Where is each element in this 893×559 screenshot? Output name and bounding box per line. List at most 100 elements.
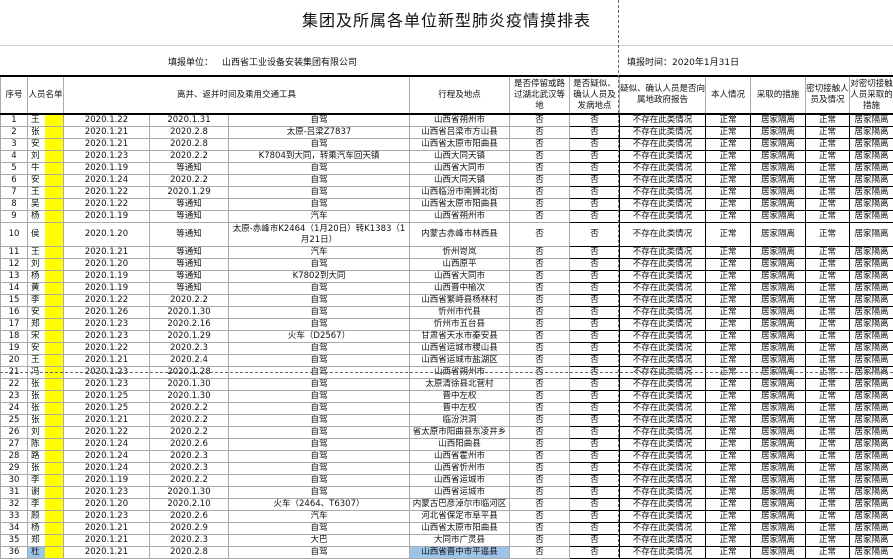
cell-location[interactable]: 临汾洪洞 <box>410 415 510 427</box>
cell-measure[interactable]: 居家隔离 <box>751 187 806 199</box>
cell-location[interactable]: 山西省霍州市 <box>410 451 510 463</box>
cell-location[interactable]: 山西省朔州市 <box>410 114 510 127</box>
header-suspect[interactable]: 是否疑似、确认人员及发病地点 <box>570 76 620 114</box>
cell-depart[interactable]: 2020.1.22 <box>64 295 150 307</box>
cell-transport[interactable]: 自驾 <box>229 391 410 403</box>
cell-report[interactable]: 不存在此类情况 <box>620 307 706 319</box>
cell-transport[interactable]: 自驾 <box>229 259 410 271</box>
cell-report[interactable]: 不存在此类情况 <box>620 139 706 151</box>
cell-report[interactable]: 不存在此类情况 <box>620 511 706 523</box>
cell-hubei[interactable]: 否 <box>510 163 570 175</box>
cell-depart[interactable]: 2020.1.21 <box>64 247 150 259</box>
cell-return[interactable]: 等通知 <box>150 199 229 211</box>
cell-depart[interactable]: 2020.1.20 <box>64 499 150 511</box>
cell-no[interactable]: 12 <box>1 259 28 271</box>
header-name[interactable]: 人员名单 <box>28 76 64 114</box>
cell-measure[interactable]: 居家隔离 <box>751 283 806 295</box>
cell-measure[interactable]: 居家隔离 <box>751 439 806 451</box>
cell-measure[interactable]: 居家隔离 <box>751 151 806 163</box>
cell-contact-measure[interactable]: 居家隔离 <box>850 211 893 223</box>
cell-no[interactable]: 8 <box>1 199 28 211</box>
cell-measure[interactable]: 居家隔离 <box>751 463 806 475</box>
cell-suspect[interactable]: 否 <box>570 451 620 463</box>
cell-self[interactable]: 正常 <box>706 463 751 475</box>
cell-return[interactable]: 2020.2.8 <box>150 139 229 151</box>
cell-hubei[interactable]: 否 <box>510 175 570 187</box>
cell-contacts[interactable]: 正常 <box>806 355 850 367</box>
cell-location[interactable]: 山西省运城市稷山县 <box>410 343 510 355</box>
cell-name[interactable]: 郑 <box>28 319 64 331</box>
cell-hubei[interactable]: 否 <box>510 415 570 427</box>
cell-contact-measure[interactable]: 居家隔离 <box>850 355 893 367</box>
cell-suspect[interactable]: 否 <box>570 427 620 439</box>
header-travel[interactable]: 离并、返并时间及乘用交通工具 <box>64 76 410 114</box>
cell-name[interactable]: 杨 <box>28 211 64 223</box>
cell-hubei[interactable]: 否 <box>510 451 570 463</box>
cell-contact-measure[interactable]: 居家隔离 <box>850 187 893 199</box>
cell-contact-measure[interactable]: 居家隔离 <box>850 391 893 403</box>
cell-suspect[interactable]: 否 <box>570 295 620 307</box>
cell-report[interactable]: 不存在此类情况 <box>620 211 706 223</box>
cell-self[interactable]: 正常 <box>706 331 751 343</box>
cell-no[interactable]: 35 <box>1 535 28 547</box>
cell-report[interactable]: 不存在此类情况 <box>620 295 706 307</box>
cell-contacts[interactable]: 正常 <box>806 114 850 127</box>
cell-name[interactable]: 张 <box>28 391 64 403</box>
cell-report[interactable]: 不存在此类情况 <box>620 199 706 211</box>
cell-suspect[interactable]: 否 <box>570 331 620 343</box>
cell-no[interactable]: 1 <box>1 114 28 127</box>
cell-transport[interactable]: 自驾 <box>229 163 410 175</box>
cell-location[interactable]: 山西省忻州市 <box>410 463 510 475</box>
cell-contacts[interactable]: 正常 <box>806 379 850 391</box>
header-no[interactable]: 序号 <box>1 76 28 114</box>
cell-self[interactable]: 正常 <box>706 114 751 127</box>
cell-depart[interactable]: 2020.1.23 <box>64 151 150 163</box>
cell-suspect[interactable]: 否 <box>570 523 620 535</box>
cell-name[interactable]: 刘 <box>28 427 64 439</box>
cell-suspect[interactable]: 否 <box>570 247 620 259</box>
cell-hubei[interactable]: 否 <box>510 271 570 283</box>
cell-measure[interactable]: 居家隔离 <box>751 535 806 547</box>
cell-return[interactable]: 2020.1.29 <box>150 331 229 343</box>
cell-name[interactable]: 侯 <box>28 223 64 247</box>
cell-location[interactable]: 内蒙古巴彦淖尔市临河区 <box>410 499 510 511</box>
cell-location[interactable]: 山西省太原市阳曲县 <box>410 523 510 535</box>
cell-no[interactable]: 13 <box>1 271 28 283</box>
cell-hubei[interactable]: 否 <box>510 403 570 415</box>
cell-measure[interactable]: 居家隔离 <box>751 319 806 331</box>
cell-location[interactable]: 晋中左权 <box>410 403 510 415</box>
header-location[interactable]: 行程及地点 <box>410 76 510 114</box>
cell-report[interactable]: 不存在此类情况 <box>620 259 706 271</box>
cell-name[interactable]: 李 <box>28 295 64 307</box>
cell-self[interactable]: 正常 <box>706 391 751 403</box>
cell-return[interactable]: 2020.2.2 <box>150 403 229 415</box>
cell-self[interactable]: 正常 <box>706 223 751 247</box>
cell-self[interactable]: 正常 <box>706 199 751 211</box>
cell-report[interactable]: 不存在此类情况 <box>620 343 706 355</box>
cell-hubei[interactable]: 否 <box>510 439 570 451</box>
cell-location[interactable]: 山西省运城市 <box>410 487 510 499</box>
cell-contacts[interactable]: 正常 <box>806 163 850 175</box>
cell-name[interactable]: 安 <box>28 343 64 355</box>
cell-no[interactable]: 22 <box>1 379 28 391</box>
cell-report[interactable]: 不存在此类情况 <box>620 319 706 331</box>
cell-transport[interactable]: K7802到大同 <box>229 271 410 283</box>
cell-return[interactable]: 2020.2.6 <box>150 511 229 523</box>
cell-return[interactable]: 2020.1.30 <box>150 379 229 391</box>
header-measure[interactable]: 采取的措施 <box>751 76 806 114</box>
cell-contact-measure[interactable]: 居家隔离 <box>850 439 893 451</box>
cell-no[interactable]: 7 <box>1 187 28 199</box>
cell-report[interactable]: 不存在此类情况 <box>620 271 706 283</box>
cell-contacts[interactable]: 正常 <box>806 199 850 211</box>
cell-no[interactable]: 20 <box>1 355 28 367</box>
cell-hubei[interactable]: 否 <box>510 319 570 331</box>
header-report[interactable]: 疑似、确认人员是否向属地政府报告 <box>620 76 706 114</box>
cell-measure[interactable]: 居家隔离 <box>751 523 806 535</box>
cell-hubei[interactable]: 否 <box>510 247 570 259</box>
cell-no[interactable]: 34 <box>1 523 28 535</box>
cell-self[interactable]: 正常 <box>706 139 751 151</box>
cell-suspect[interactable]: 否 <box>570 151 620 163</box>
cell-contact-measure[interactable]: 居家隔离 <box>850 199 893 211</box>
cell-no[interactable]: 29 <box>1 463 28 475</box>
cell-hubei[interactable]: 否 <box>510 487 570 499</box>
